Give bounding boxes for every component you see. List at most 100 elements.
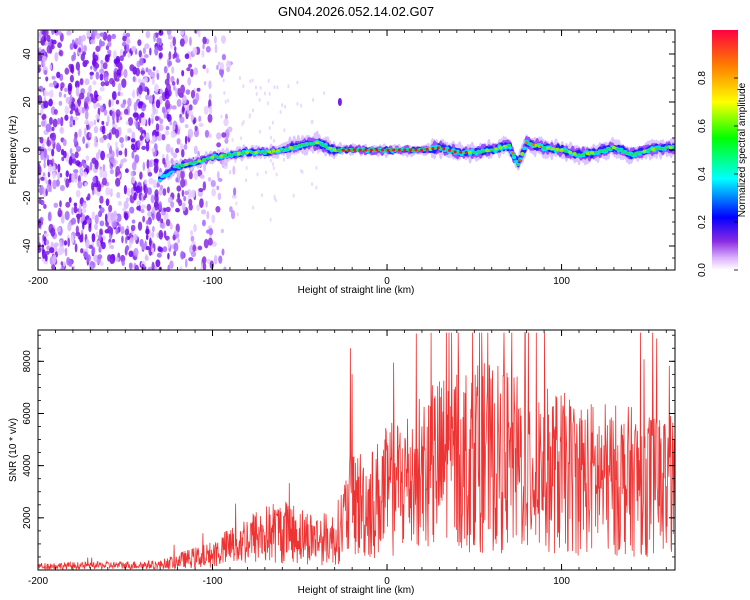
spectrogram-noise-cell	[57, 42, 62, 49]
spectrogram-noise-cell	[97, 254, 103, 260]
spectrogram-noise-cell	[39, 184, 45, 195]
spectrogram-ridge-core	[642, 149, 647, 153]
spectrogram-noise-cell	[163, 230, 167, 239]
spectrogram-noise-cell	[110, 156, 114, 164]
spectrogram-peak-cell	[453, 150, 457, 154]
spectrogram-noise-cell	[78, 206, 82, 215]
spectrogram-noise-cell	[190, 251, 197, 258]
spectrogram-noise-cell	[52, 254, 57, 264]
spectrogram-noise-cell	[192, 244, 197, 252]
spectrogram-noise-cell	[38, 149, 41, 155]
spectrogram-noise-cell	[131, 219, 136, 224]
spectrogram-noise-cell	[85, 254, 91, 263]
snr-panel: -200 -100 0 100 2000 4000 6000 8000 Height of …	[8, 329, 676, 596]
spectrogram-noise-cell	[52, 172, 56, 179]
spectrogram-y-tick-label: -20	[22, 190, 33, 205]
spectrogram-noise-cell	[44, 254, 48, 262]
spectrogram-noise-cell	[73, 136, 78, 145]
spectrogram-noise-cell	[130, 171, 134, 177]
spectrogram-noise-cell	[252, 108, 255, 113]
spectrogram-noise-cell	[161, 133, 166, 141]
spectrogram-noise-cell	[144, 186, 148, 195]
spectrogram-ridge-core	[223, 153, 228, 157]
spectrogram-ridge-core	[625, 151, 630, 155]
spectrogram-noise-cell	[207, 177, 212, 182]
spectrogram-noise-cell	[60, 85, 63, 91]
spectrogram-ridge-core	[515, 162, 520, 166]
spectrogram-ridge-core	[350, 148, 355, 152]
spectrogram-noise-cell	[137, 78, 142, 84]
spectrogram-noise-cell	[50, 241, 54, 249]
spectrogram-noise-cell	[272, 162, 275, 167]
spectrogram-noise-cell	[312, 97, 315, 102]
spectrogram-ridge-core	[267, 150, 272, 154]
spectrogram-noise-cell	[180, 84, 186, 95]
spectrogram-peak-cell	[392, 148, 396, 152]
spectrogram-noise-cell	[220, 35, 227, 43]
spectrogram-noise-cell	[268, 126, 271, 131]
spectrogram-peak-cell	[353, 148, 357, 152]
colorbar-gradient	[712, 30, 738, 270]
spectrogram-y-ticks: -40 -20 0 20 40	[22, 29, 675, 271]
spectrogram-noise-cell	[240, 136, 243, 141]
spectrogram-noise-cell	[160, 218, 164, 224]
spectrogram-noise-cell	[89, 71, 95, 76]
spectrogram-x-tick-label: -200	[28, 276, 48, 287]
spectrogram-noise-cell	[268, 91, 271, 96]
spectrogram-noise-cell	[166, 113, 170, 120]
spectrogram-noise-cell	[142, 215, 146, 223]
spectrogram-noise-cell	[109, 168, 114, 175]
spectrogram-noise-cell	[171, 81, 176, 86]
spectrogram-noise-cell	[84, 78, 90, 86]
spectrogram-noise-cell	[270, 135, 273, 140]
spectrogram-ridge-core	[210, 155, 215, 159]
spectrogram-noise-cell	[91, 211, 96, 220]
spectrogram-noise-cell	[151, 261, 155, 270]
spectrogram-noise-cell	[172, 152, 178, 159]
spectrogram-noise-cell	[211, 188, 217, 197]
spectrogram-noise-cell	[143, 53, 149, 59]
spectrogram-noise-cell	[38, 46, 42, 52]
spectrogram-noise-cell	[85, 155, 90, 162]
spectrogram-ridge-core	[568, 150, 573, 154]
spectrogram-noise-cell	[64, 210, 70, 221]
spectrogram-noise-cell	[162, 188, 167, 196]
spectrogram-noise-cell	[93, 62, 100, 69]
spectrogram-ridge-core	[559, 148, 564, 152]
spectrogram-ridge-core	[184, 162, 189, 166]
spectrogram-noise-cell	[217, 177, 223, 182]
spectrogram-noise-cell	[93, 103, 96, 108]
spectrogram-noise-cell	[149, 47, 152, 56]
spectrogram-noise-cell	[85, 238, 90, 249]
spectrogram-noise-cell	[55, 142, 61, 152]
spectrogram-noise-cell	[99, 87, 105, 92]
spectrogram-ridge-core	[275, 149, 280, 153]
spectrogram-noise-cell	[135, 67, 140, 77]
spectrogram-noise-cell	[58, 49, 64, 57]
spectrogram-noise-cell	[131, 45, 137, 52]
spectrogram-ridge-core	[332, 148, 337, 152]
spectrogram-noise-cell	[102, 62, 108, 70]
spectrogram-noise-cell	[142, 47, 146, 55]
spectrogram-noise-cell	[76, 91, 80, 97]
spectrogram-noise-cell	[245, 166, 248, 171]
spectrogram-peak-cell	[375, 148, 379, 152]
spectrogram-noise-cell	[156, 131, 160, 137]
spectrogram-noise-cell	[193, 145, 198, 155]
spectrogram-noise-cell	[165, 143, 171, 154]
snr-y-tick-label: 2000	[22, 506, 33, 529]
spectrogram-noise-cell	[117, 91, 121, 97]
spectrogram-noise-cell	[100, 150, 106, 161]
spectrogram-noise-cell	[216, 142, 222, 148]
spectrogram-noise-cell	[99, 105, 103, 112]
spectrogram-noise-cell	[96, 191, 101, 196]
spectrogram-noise-cell	[95, 32, 101, 40]
spectrogram-noise-cell	[85, 143, 89, 149]
spectrogram-noise-cell	[227, 126, 233, 133]
spectrogram-noise-cell	[153, 201, 160, 211]
spectrogram-ridge-core	[638, 150, 643, 154]
spectrogram-noise-cell	[123, 200, 129, 210]
spectrogram-ridge-core	[607, 147, 612, 151]
spectrogram-noise-cell	[167, 264, 170, 270]
spectrogram-noise-cell	[116, 69, 122, 76]
